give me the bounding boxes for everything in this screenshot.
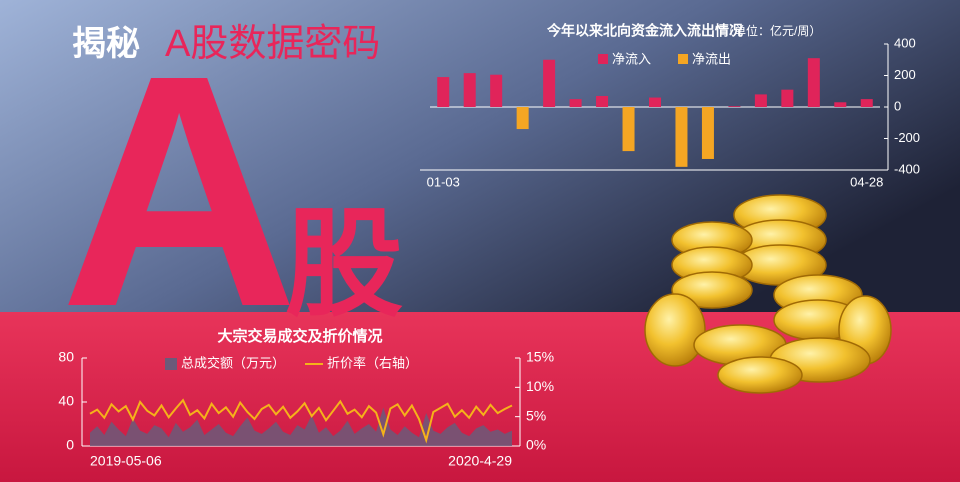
coins: [644, 194, 892, 394]
y2-tick-label: 15%: [526, 349, 554, 365]
big-letter: A: [60, 6, 298, 375]
x-tick-label: 2020-4-29: [448, 453, 512, 469]
legend-swatch: [598, 54, 608, 64]
line: [89, 398, 513, 444]
bar: [490, 74, 503, 107]
legend-swatch: [165, 358, 177, 370]
bar: [781, 89, 794, 107]
title: A股数据密码: [165, 23, 380, 65]
bar: [596, 95, 609, 107]
chart-title: 今年以来北向资金流入流出情况: [546, 23, 743, 39]
area: [90, 407, 512, 446]
x-tick-label: 2019-05-06: [90, 453, 162, 469]
bar: [860, 99, 873, 107]
chart-subtitle: （单位：亿元/周）: [722, 23, 821, 38]
bar: [728, 106, 741, 107]
y-tick-label: 0: [894, 98, 901, 113]
bar: [701, 107, 714, 159]
legend-label: 净流出: [692, 51, 731, 66]
y2-tick-label: 5%: [526, 407, 546, 423]
legend-label: 总成交额（万元）: [181, 355, 285, 370]
bar: [675, 107, 688, 167]
bar: [437, 77, 450, 107]
charts: 今年以来北向资金流入流出情况（单位：亿元/周）-400-200020040001…: [58, 23, 920, 469]
bar: [516, 107, 529, 130]
bar: [649, 97, 661, 107]
legend-swatch: [678, 54, 688, 64]
y2-tick-label: 10%: [526, 378, 554, 394]
bar: [834, 102, 847, 107]
legend-label: 折价率（右轴）: [327, 355, 418, 370]
big-char: 股: [285, 199, 403, 331]
y-tick-label: 200: [894, 67, 916, 82]
chart-title: 大宗交易成交及折价情况: [217, 327, 382, 345]
y-tick-label: -400: [894, 161, 920, 176]
y-tick-label: 0: [66, 437, 74, 453]
bar: [569, 99, 582, 107]
bar: [622, 107, 635, 152]
x-tick-label: 04-28: [850, 174, 883, 189]
x-tick-label: 01-03: [427, 174, 460, 189]
bar: [754, 94, 767, 107]
bar: [463, 73, 476, 107]
title-bold: 揭秘: [72, 25, 140, 63]
y-tick-label: 400: [894, 35, 916, 50]
y2-tick-label: 0%: [526, 437, 546, 453]
y-tick-label: -200: [894, 130, 920, 145]
y-tick-label: 80: [58, 349, 74, 365]
bar: [543, 59, 556, 107]
legend-label: 净流入: [612, 51, 651, 66]
bar: [807, 58, 820, 107]
y-tick-label: 40: [58, 393, 74, 409]
